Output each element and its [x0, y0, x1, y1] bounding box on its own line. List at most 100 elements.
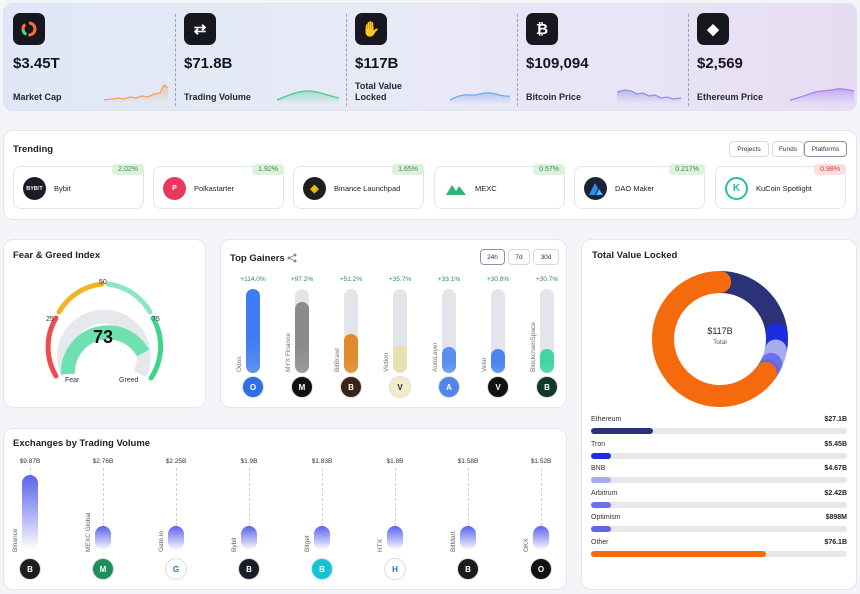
gainer-bar	[246, 289, 260, 373]
stat-label: Ethereum Price	[697, 92, 764, 102]
fear-greed-gauge	[45, 281, 164, 381]
exchange-name: OKX	[523, 538, 530, 552]
gainer-change: +30.7%	[535, 276, 559, 283]
gainer-bar-fill	[344, 334, 358, 373]
fear-label: Fear	[65, 377, 80, 384]
divider	[688, 14, 689, 106]
exchanges-title: Exchanges by Trading Volume	[13, 438, 151, 449]
polkastarter-logo: P	[163, 177, 186, 200]
binance-logo[interactable]: B	[19, 558, 41, 580]
mexc-logo[interactable]: M	[92, 558, 114, 580]
sparkline	[277, 90, 339, 104]
gainer-change: +97.2%	[290, 276, 314, 283]
tvl-fill	[591, 477, 611, 483]
stat-trading-volume[interactable]: ⇄ $71.8B Trading Volume	[175, 4, 346, 112]
tvl-chain-value: $76.1B	[824, 538, 847, 546]
gate-io-logo[interactable]: G	[165, 558, 187, 580]
guide-line	[468, 468, 469, 526]
tvl-chain-value: $5.45B	[824, 440, 847, 448]
tab-funds[interactable]: Funds	[772, 141, 804, 157]
tvl-track	[591, 501, 847, 508]
stat-ethereum-price[interactable]: ◆ $2,569 Ethereum Price	[688, 4, 859, 112]
ethereum-icon: ◆	[697, 13, 729, 45]
change-badge: 0.57%	[533, 164, 565, 175]
kucoin-logo: K	[725, 177, 748, 200]
guide-line	[322, 468, 323, 526]
period-30d[interactable]: 30d	[533, 249, 559, 265]
stats-strip: $3.45T Market Cap ⇄ $71.8B Trading Volum…	[3, 3, 857, 111]
trending-item-binance-launchpad[interactable]: ◆ Binance Launchpad 1.65%	[293, 164, 424, 209]
bitbrawl-logo[interactable]: B	[340, 376, 362, 398]
exchanges-panel: Exchanges by Trading Volume	[3, 428, 567, 590]
gainer-bar	[540, 289, 554, 373]
tvl-chain-value: $898M	[825, 514, 847, 521]
divider	[175, 14, 176, 106]
trending-item-kucoin-spotlight[interactable]: K KuCoin Spotlight 0.98%	[715, 164, 846, 209]
stat-bitcoin-price[interactable]: ₿ $109,094 Bitcoin Price	[517, 4, 688, 112]
exchange-name: Gate.io	[158, 531, 165, 552]
stat-label: Bitcoin Price	[526, 92, 582, 102]
exchange-bar	[387, 526, 403, 550]
stat-total-value-locked[interactable]: ✋ $117B Total Value Locked	[346, 4, 517, 112]
odos-logo[interactable]: O	[242, 376, 264, 398]
change-badge: 1.92%	[252, 164, 284, 175]
tvl-track	[591, 526, 847, 532]
gainer-change: +33.1%	[437, 276, 461, 283]
tvl-row[interactable]: Arbitrum $2.42B	[591, 490, 847, 510]
dao-maker-logo	[584, 177, 607, 200]
guide-line	[176, 468, 177, 526]
tab-projects[interactable]: Projects	[729, 141, 769, 157]
trending-item-mexc[interactable]: MEXC 0.57%	[434, 164, 565, 209]
guide-line	[30, 468, 31, 475]
bitget-logo[interactable]: B	[311, 558, 333, 580]
viction-logo[interactable]: V	[389, 376, 411, 398]
gainer-name: BitBrawl	[334, 348, 341, 372]
gainer-bar-fill	[246, 289, 260, 373]
tvl-chain-name: BNB	[591, 465, 606, 472]
gainer-name: Viction	[383, 352, 390, 372]
autolayer-logo[interactable]: A	[438, 376, 460, 398]
trending-item-name: Bybit	[54, 184, 71, 193]
bitmart-logo[interactable]: B	[457, 558, 479, 580]
fear-greed-title: Fear & Greed Index	[13, 250, 101, 261]
trending-item-name: Binance Launchpad	[334, 184, 401, 193]
stat-label: Trading Volume	[184, 92, 251, 102]
blockchainspace-logo[interactable]: B	[536, 376, 558, 398]
exchange-volume: $2.76B	[92, 458, 114, 465]
velar-logo[interactable]: V	[487, 376, 509, 398]
trending-item-name: MEXC	[475, 184, 497, 193]
tvl-track	[591, 452, 847, 459]
exchange-bar	[168, 526, 184, 550]
exchange-bar	[95, 526, 111, 550]
tvl-row[interactable]: Ethereum $27.1B	[591, 416, 847, 436]
stat-market-cap[interactable]: $3.45T Market Cap	[4, 4, 175, 112]
tvl-row[interactable]: BNB $4.67B	[591, 465, 847, 485]
period-24h[interactable]: 24h	[480, 249, 505, 265]
share-icon[interactable]	[287, 253, 297, 263]
exchange-name: Bybit	[231, 537, 238, 552]
okx-logo[interactable]: O	[530, 558, 552, 580]
bitcoin-icon: ₿	[526, 13, 558, 45]
tab-platforms[interactable]: Platforms	[804, 141, 847, 157]
trending-item-name: Polkastarter	[194, 184, 235, 193]
tvl-row[interactable]: Optimism $898M	[591, 514, 847, 534]
tvl-row[interactable]: Other $76.1B	[591, 539, 847, 559]
tvl-total-label: Total	[713, 339, 727, 346]
guide-line	[103, 468, 104, 526]
stat-value: $109,094	[526, 55, 589, 72]
htx-logo[interactable]: H	[384, 558, 406, 580]
myx-finance-logo[interactable]: M	[291, 376, 313, 398]
tvl-slice	[652, 271, 777, 407]
period-7d[interactable]: 7d	[508, 249, 530, 265]
tvl-chain-value: $4.67B	[824, 465, 847, 472]
exchange-name: HTX	[377, 539, 384, 552]
trending-item-polkastarter[interactable]: P Polkastarter 1.92%	[153, 164, 284, 209]
trending-item-bybit[interactable]: BYB I T Bybit 2.02%	[13, 164, 144, 209]
tvl-row[interactable]: Tron $5.45B	[591, 441, 847, 461]
exchange-bar	[314, 526, 330, 550]
trending-item-dao-maker[interactable]: DAO Maker 0.217%	[574, 164, 705, 209]
divider	[346, 14, 347, 106]
gainer-bar-fill	[491, 349, 505, 373]
bybit-logo[interactable]: B	[238, 558, 260, 580]
exchange-name: BitMart	[450, 531, 457, 552]
